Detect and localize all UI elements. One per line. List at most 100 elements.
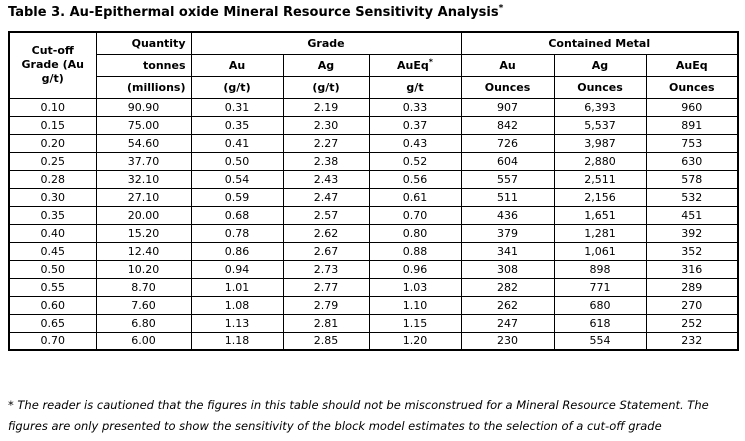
table-cell: 2.85 — [282, 331, 370, 351]
table-cell: 20.00 — [95, 205, 192, 225]
table-cell: 1.20 — [368, 331, 462, 351]
table-cell: 90.90 — [95, 97, 192, 117]
table-cell: 753 — [645, 133, 739, 153]
header-grade-aueq: AuEq* — [368, 53, 462, 77]
header-contained-ag-unit: Ounces — [553, 75, 647, 99]
header-contained-au: Au — [460, 53, 555, 77]
header-contained-au-unit: Ounces — [460, 75, 555, 99]
table-row: 0.25 37.70 0.50 2.38 0.52 604 2,880 630 — [8, 151, 739, 171]
header-grade-aueq-text: AuEq — [397, 58, 429, 72]
table-cell: 1.18 — [190, 331, 284, 351]
table-cell: 630 — [645, 151, 739, 171]
table-cell: 2.47 — [282, 187, 370, 207]
table-cell: 2.19 — [282, 97, 370, 117]
table-cell: 0.70 — [368, 205, 462, 225]
table-cell: 379 — [460, 223, 555, 243]
header-quantity-name: tonnes — [95, 53, 192, 77]
table-cell: 1.01 — [190, 277, 284, 297]
table-row: 0.70 6.00 1.18 2.85 1.20 230 554 232 — [8, 331, 739, 351]
table-cell: 0.35 — [8, 205, 97, 225]
table-cell: 0.52 — [368, 151, 462, 171]
header-contained-metal-group: Contained Metal — [460, 31, 739, 55]
table-cell: 289 — [645, 277, 739, 297]
table-cell: 0.88 — [368, 241, 462, 261]
table-cell: 0.50 — [8, 259, 97, 279]
header-grade-au: Au — [190, 53, 284, 77]
table-cell: 2.57 — [282, 205, 370, 225]
table-cell: 680 — [553, 295, 647, 315]
table-cell: 2.81 — [282, 313, 370, 333]
table-cell: 2.27 — [282, 133, 370, 153]
table-cell: 316 — [645, 259, 739, 279]
table-cell: 898 — [553, 259, 647, 279]
table-cell: 341 — [460, 241, 555, 261]
header-grade-au-unit: (g/t) — [190, 75, 284, 99]
table-cell: 0.54 — [190, 169, 284, 189]
header-contained-aueq: AuEq — [645, 53, 739, 77]
table-cell: 604 — [460, 151, 555, 171]
header-cutoff-line1: Cut-off — [31, 44, 74, 58]
title-superscript: * — [498, 3, 504, 14]
table-cell: 32.10 — [95, 169, 192, 189]
table-cell: 0.33 — [368, 97, 462, 117]
table-cell: 1,281 — [553, 223, 647, 243]
table-row: 0.20 54.60 0.41 2.27 0.43 726 3,987 753 — [8, 133, 739, 153]
table-cell: 232 — [645, 331, 739, 351]
table-cell: 451 — [645, 205, 739, 225]
table-cell: 0.41 — [190, 133, 284, 153]
table-cell: 0.60 — [8, 295, 97, 315]
table-cell: 392 — [645, 223, 739, 243]
table-cell: 618 — [553, 313, 647, 333]
table-cell: 2.62 — [282, 223, 370, 243]
table-cell: 3,987 — [553, 133, 647, 153]
table-cell: 2.73 — [282, 259, 370, 279]
page-title: Table 3. Au-Epithermal oxide Mineral Res… — [8, 3, 737, 20]
table-cell: 6.00 — [95, 331, 192, 351]
table-row: 0.45 12.40 0.86 2.67 0.88 341 1,061 352 — [8, 241, 739, 261]
footnote: * The reader is cautioned that the figur… — [8, 398, 709, 433]
table-cell: 1.08 — [190, 295, 284, 315]
table-row: 0.50 10.20 0.94 2.73 0.96 308 898 316 — [8, 259, 739, 279]
table-cell: 0.78 — [190, 223, 284, 243]
header-quantity-unit: (millions) — [95, 75, 192, 99]
table-cell: 557 — [460, 169, 555, 189]
table-cell: 308 — [460, 259, 555, 279]
table-cell: 10.20 — [95, 259, 192, 279]
table-cell: 554 — [553, 331, 647, 351]
table-cell: 0.96 — [368, 259, 462, 279]
table-cell: 578 — [645, 169, 739, 189]
table-cell: 252 — [645, 313, 739, 333]
header-cutoff-line3: g/t) — [41, 72, 64, 86]
table-cell: 7.60 — [95, 295, 192, 315]
table-cell: 0.94 — [190, 259, 284, 279]
header-cutoff-line2: Grade (Au — [21, 58, 84, 72]
table-row: 0.40 15.20 0.78 2.62 0.80 379 1,281 392 — [8, 223, 739, 243]
table-cell: 0.20 — [8, 133, 97, 153]
table-cell: 0.28 — [8, 169, 97, 189]
table-cell: 907 — [460, 97, 555, 117]
table-cell: 15.20 — [95, 223, 192, 243]
aueq-superscript: * — [428, 56, 433, 66]
table-cell: 247 — [460, 313, 555, 333]
table-cell: 230 — [460, 331, 555, 351]
table-cell: 0.86 — [190, 241, 284, 261]
table-cell: 2.77 — [282, 277, 370, 297]
table-cell: 1.13 — [190, 313, 284, 333]
table-cell: 842 — [460, 115, 555, 135]
table-cell: 0.61 — [368, 187, 462, 207]
table-cell: 0.37 — [368, 115, 462, 135]
header-contained-ag: Ag — [553, 53, 647, 77]
table-row: 0.30 27.10 0.59 2.47 0.61 511 2,156 532 — [8, 187, 739, 207]
page-title-text: Table 3. Au-Epithermal oxide Mineral Res… — [8, 5, 499, 20]
table-cell: 0.10 — [8, 97, 97, 117]
table-cell: 1.15 — [368, 313, 462, 333]
table-cell: 1,061 — [553, 241, 647, 261]
table-cell: 0.68 — [190, 205, 284, 225]
table-row: 0.65 6.80 1.13 2.81 1.15 247 618 252 — [8, 313, 739, 333]
table-cell: 2,880 — [553, 151, 647, 171]
table-cell: 726 — [460, 133, 555, 153]
table-cell: 2.43 — [282, 169, 370, 189]
table-row: 0.55 8.70 1.01 2.77 1.03 282 771 289 — [8, 277, 739, 297]
table-cell: 0.56 — [368, 169, 462, 189]
header-grade-aueq-unit: g/t — [368, 75, 462, 99]
